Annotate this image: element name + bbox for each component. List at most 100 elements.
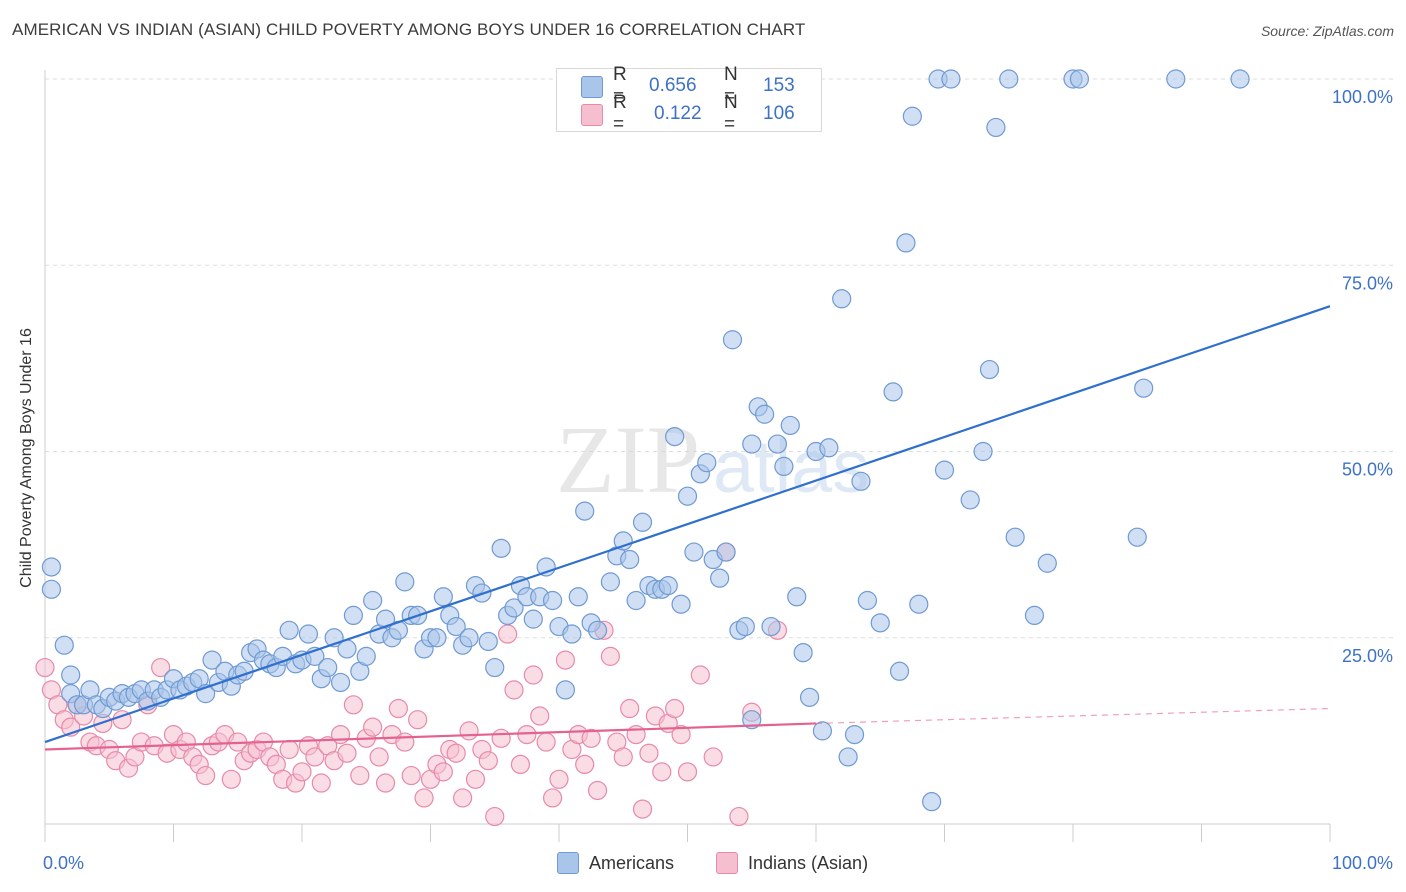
data-point — [369, 747, 389, 767]
data-point — [844, 724, 865, 745]
data-point — [41, 557, 62, 577]
data-point — [478, 631, 498, 652]
data-point — [453, 788, 473, 808]
data-point — [979, 359, 1000, 380]
data-point — [202, 650, 222, 670]
legend-n-label: N = — [724, 64, 738, 107]
data-point — [857, 590, 878, 611]
data-point — [665, 698, 685, 719]
data-point — [600, 646, 621, 666]
data-point — [819, 438, 839, 458]
legend-n-value-indians: 106 — [763, 103, 795, 124]
data-point — [722, 330, 743, 350]
data-point — [363, 590, 383, 611]
x-tick-label-right: 100.0% — [1332, 853, 1393, 873]
data-point — [999, 69, 1019, 89]
data-point — [851, 471, 871, 491]
data-point — [350, 765, 370, 786]
data-point — [883, 382, 903, 402]
data-point — [973, 441, 993, 462]
data-point — [433, 587, 453, 607]
data-point — [549, 769, 569, 789]
bottom-legend-indians: Indians (Asian) — [716, 852, 868, 874]
legend-swatch-americans — [581, 76, 603, 98]
data-point — [613, 747, 633, 767]
data-point — [587, 620, 608, 640]
bottom-legend-label-americans: Americans — [589, 852, 675, 873]
data-point — [491, 728, 511, 748]
data-point — [909, 594, 929, 614]
data-point — [1134, 378, 1154, 398]
data-point — [575, 754, 595, 775]
data-point — [523, 609, 543, 629]
data-point — [729, 806, 749, 827]
legend-swatch-indians — [581, 104, 603, 126]
bottom-legend-americans: Americans — [557, 852, 674, 874]
data-point — [414, 788, 434, 808]
data-point — [517, 724, 537, 745]
bottom-legend-swatch-americans — [557, 852, 579, 874]
data-point — [986, 117, 1006, 138]
data-point — [690, 665, 710, 685]
source-label: Source: ZipAtlas.com — [1260, 23, 1394, 39]
data-point — [941, 69, 961, 89]
data-point — [555, 680, 576, 700]
data-point — [530, 706, 550, 726]
data-point — [787, 587, 807, 607]
data-point — [587, 780, 608, 801]
data-point — [1230, 69, 1250, 89]
data-point — [498, 624, 518, 644]
y-tick-label: 50.0% — [1342, 460, 1393, 480]
data-point — [292, 762, 312, 782]
data-point — [408, 710, 428, 730]
data-point — [433, 762, 453, 782]
watermark-zip: ZIP — [556, 406, 700, 513]
trendline-americans — [44, 305, 1331, 744]
data-point — [620, 698, 640, 719]
data-point — [542, 590, 563, 611]
trendlines — [44, 305, 1331, 751]
data-point — [311, 773, 331, 793]
data-point — [41, 579, 62, 599]
data-point — [427, 628, 447, 648]
legend-r-label: R = — [613, 64, 627, 107]
data-point — [812, 721, 833, 741]
data-point — [523, 665, 543, 685]
data-point — [575, 501, 595, 521]
data-point — [35, 657, 55, 678]
data-point — [703, 747, 723, 767]
data-point — [401, 765, 421, 786]
data-point — [305, 747, 325, 767]
bottom-legend-label-indians: Indians (Asian) — [748, 852, 869, 873]
bottom-legend-swatch-indians — [716, 852, 738, 874]
data-point — [504, 680, 524, 700]
data-point — [767, 434, 788, 454]
data-point — [902, 106, 922, 126]
data-point — [632, 799, 653, 819]
data-point — [54, 635, 74, 655]
data-point — [491, 538, 511, 558]
data-point — [716, 542, 736, 562]
data-point — [1069, 69, 1090, 89]
data-point — [279, 620, 299, 640]
data-point — [375, 609, 396, 629]
data-point — [343, 605, 363, 626]
data-point — [1005, 527, 1025, 547]
data-point — [555, 650, 576, 670]
data-point — [337, 743, 357, 763]
data-point — [478, 751, 498, 771]
trendline-indians-extrapolated — [815, 707, 1331, 725]
data-point — [1037, 553, 1057, 573]
data-point — [960, 490, 980, 510]
y-axis-title: Child Poverty Among Boys Under 16 — [18, 328, 35, 588]
data-point — [677, 486, 698, 506]
data-point — [735, 616, 755, 637]
data-point — [388, 698, 408, 719]
data-point — [620, 549, 640, 570]
data-point — [632, 512, 653, 532]
data-point — [459, 721, 479, 741]
data-point — [568, 587, 588, 607]
data-point — [298, 624, 319, 644]
data-point — [465, 769, 486, 789]
